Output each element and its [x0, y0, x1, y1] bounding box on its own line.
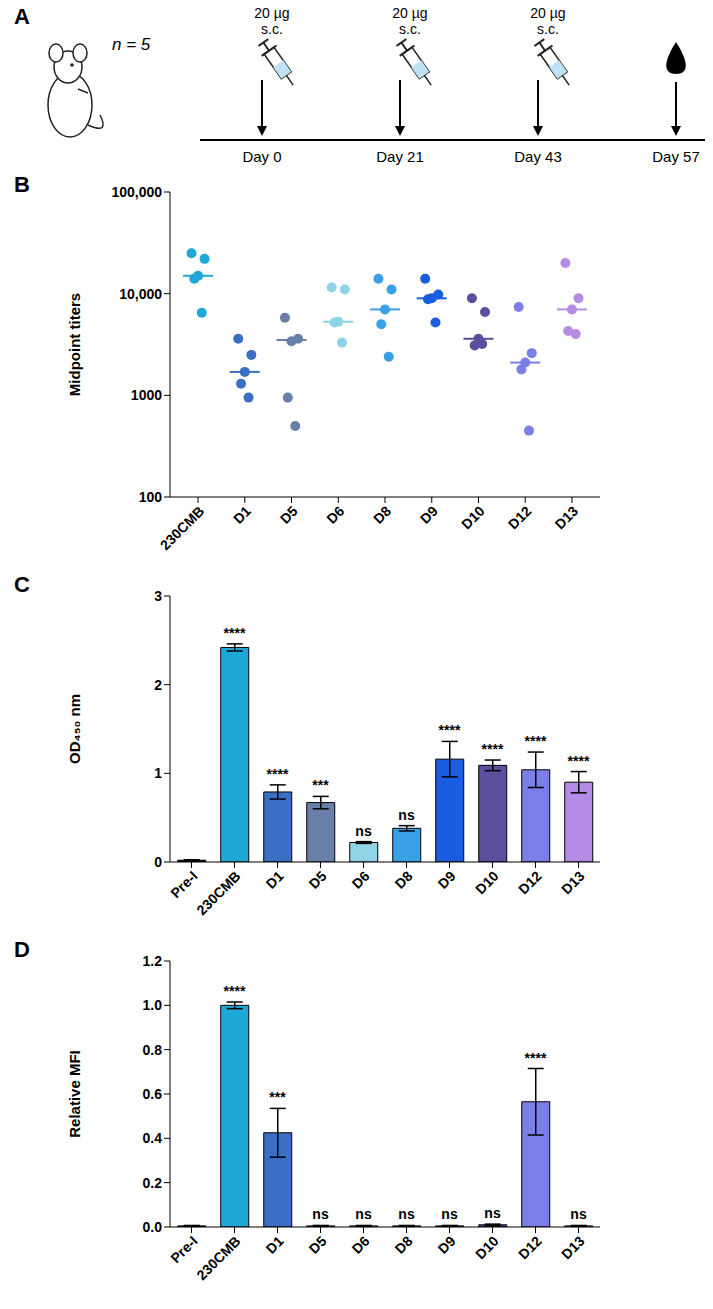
svg-text:100,000: 100,000 [111, 184, 162, 200]
svg-text:****: **** [267, 766, 289, 782]
svg-text:3: 3 [154, 588, 162, 604]
svg-text:0.8: 0.8 [143, 1042, 163, 1058]
svg-text:10,000: 10,000 [119, 286, 162, 302]
svg-text:***: *** [269, 1089, 286, 1105]
svg-text:20 µg: 20 µg [530, 5, 565, 21]
svg-text:Day 21: Day 21 [376, 148, 424, 165]
svg-text:D10: D10 [458, 503, 488, 533]
svg-text:OD₄₅₀ nm: OD₄₅₀ nm [66, 694, 83, 764]
svg-text:D9: D9 [417, 503, 441, 527]
svg-text:ns: ns [312, 1206, 329, 1222]
svg-text:D5: D5 [306, 868, 330, 892]
svg-text:1: 1 [154, 765, 162, 781]
svg-text:D13: D13 [552, 503, 582, 533]
html-text:A: A [14, 4, 30, 29]
svg-text:Pre-I: Pre-I [167, 868, 200, 901]
svg-text:D9: D9 [435, 868, 459, 892]
svg-text:230CMB: 230CMB [193, 868, 243, 918]
svg-text:D8: D8 [392, 1233, 416, 1257]
svg-text:20 µg: 20 µg [254, 5, 289, 21]
svg-text:230CMB: 230CMB [193, 1233, 243, 1283]
svg-text:Day 43: Day 43 [514, 148, 562, 165]
html-text:C: C [14, 572, 30, 597]
svg-text:Pre-I: Pre-I [167, 1233, 200, 1266]
svg-text:****: **** [224, 625, 246, 641]
svg-text:D13: D13 [558, 868, 588, 898]
svg-text:2: 2 [154, 677, 162, 693]
svg-text:D1: D1 [230, 503, 254, 527]
svg-text:D6: D6 [349, 868, 373, 892]
svg-text:0.0: 0.0 [143, 1219, 163, 1235]
svg-text:D6: D6 [349, 1233, 373, 1257]
svg-text:***: *** [312, 777, 329, 793]
svg-text:ns: ns [484, 1205, 501, 1221]
svg-text:230CMB: 230CMB [157, 503, 207, 553]
svg-text:20 µg: 20 µg [392, 5, 427, 21]
svg-text:Midpoint titers: Midpoint titers [66, 293, 83, 396]
svg-text:s.c.: s.c. [261, 21, 283, 37]
svg-text:D6: D6 [323, 503, 347, 527]
html-text:D: D [14, 937, 30, 962]
svg-text:****: **** [568, 753, 590, 769]
svg-text:100: 100 [139, 489, 163, 505]
svg-text:0.4: 0.4 [143, 1130, 163, 1146]
svg-text:****: **** [525, 1050, 547, 1066]
svg-text:1.2: 1.2 [143, 953, 163, 969]
svg-text:ns: ns [398, 807, 415, 823]
svg-text:Day 0: Day 0 [242, 148, 281, 165]
svg-text:****: **** [482, 741, 504, 757]
svg-text:D12: D12 [505, 503, 535, 533]
svg-text:D5: D5 [306, 1233, 330, 1257]
svg-text:s.c.: s.c. [537, 21, 559, 37]
svg-text:D8: D8 [370, 503, 394, 527]
svg-text:D13: D13 [558, 1233, 588, 1263]
svg-text:ns: ns [570, 1206, 587, 1222]
svg-text:1.0: 1.0 [143, 997, 163, 1013]
svg-text:****: **** [525, 733, 547, 749]
svg-text:D9: D9 [435, 1233, 459, 1257]
svg-text:ns: ns [355, 1206, 372, 1222]
svg-text:Relative MFI: Relative MFI [66, 1050, 83, 1138]
svg-text:ns: ns [355, 823, 372, 839]
svg-text:D1: D1 [263, 868, 287, 892]
svg-text:0.6: 0.6 [143, 1086, 163, 1102]
svg-text:D8: D8 [392, 868, 416, 892]
svg-text:1000: 1000 [131, 387, 162, 403]
svg-text:D10: D10 [472, 1233, 502, 1263]
svg-text:0.2: 0.2 [143, 1175, 163, 1191]
svg-text:D5: D5 [277, 503, 301, 527]
svg-text:D10: D10 [472, 868, 502, 898]
svg-text:D12: D12 [515, 868, 545, 898]
svg-text:ns: ns [441, 1206, 458, 1222]
svg-text:s.c.: s.c. [399, 21, 421, 37]
svg-text:Day 57: Day 57 [652, 148, 700, 165]
svg-text:****: **** [439, 722, 461, 738]
svg-text:n = 5: n = 5 [112, 35, 151, 54]
html-text:B: B [14, 172, 30, 197]
svg-text:ns: ns [398, 1206, 415, 1222]
svg-text:0: 0 [154, 854, 162, 870]
svg-text:****: **** [224, 983, 246, 999]
svg-text:D1: D1 [263, 1233, 287, 1257]
svg-text:D12: D12 [515, 1233, 545, 1263]
